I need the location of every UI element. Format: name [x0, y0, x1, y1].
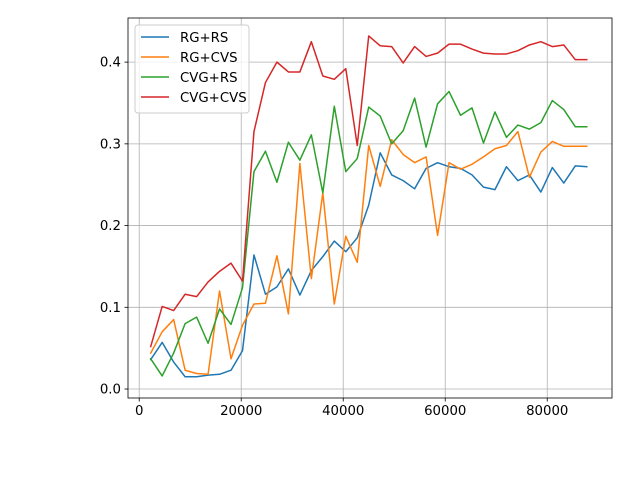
series-line-cvg-cvs [149, 35, 588, 348]
x-tick-label: 20000 [220, 404, 262, 419]
y-tick-label: 0.3 [100, 137, 121, 152]
y-axis: 0.0 0.1 0.2 0.3 0.4 [100, 56, 128, 398]
plot-area-frame [127, 17, 613, 399]
legend-label: RG+RS [180, 31, 228, 46]
legend-box [134, 24, 250, 114]
y-tick-label: 0.1 [100, 301, 121, 316]
x-tick-label: 60000 [424, 404, 466, 419]
legend-label: CVG+CVS [180, 91, 247, 106]
series-line-rg-rs [149, 152, 588, 378]
x-tick-label: 0 [135, 404, 143, 419]
x-tick-label: 40000 [322, 404, 364, 419]
legend-label: CVG+RS [180, 71, 238, 86]
x-axis: 0 20000 40000 60000 80000 [135, 398, 568, 419]
y-tick-label: 0.2 [100, 219, 121, 234]
x-tick-label: 80000 [526, 404, 568, 419]
series-lines [149, 35, 588, 378]
legend: RG+RS RG+CVS CVG+RS CVG+CVS [134, 24, 250, 114]
series-line-cvg-rs [149, 90, 588, 377]
y-tick-label: 0.4 [100, 56, 121, 71]
legend-label: RG+CVS [180, 51, 238, 66]
grid [128, 18, 612, 398]
y-tick-label: 0.0 [100, 383, 121, 398]
